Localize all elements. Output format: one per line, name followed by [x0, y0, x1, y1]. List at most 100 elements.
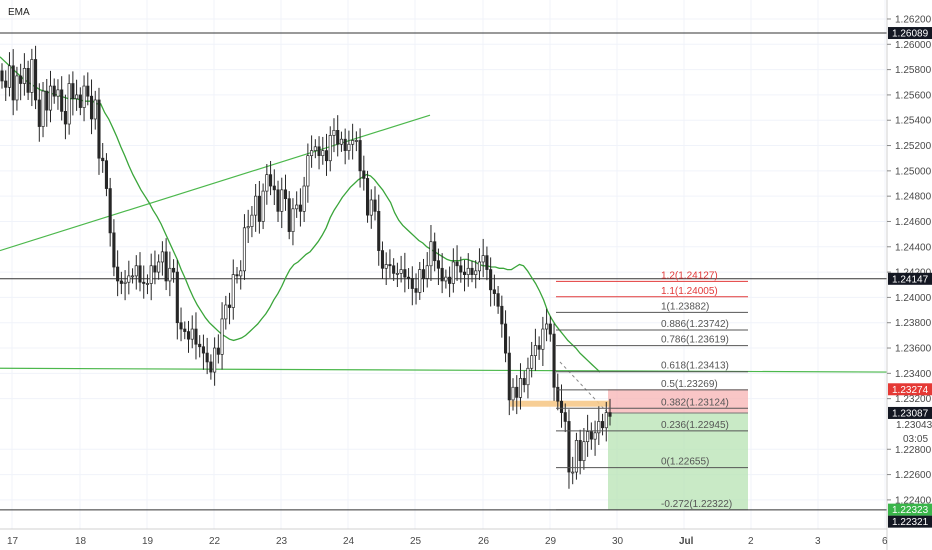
- candle-body[interactable]: [149, 265, 153, 284]
- candle-body[interactable]: [134, 265, 138, 277]
- candle-body[interactable]: [600, 421, 605, 429]
- price-box[interactable]: [888, 272, 932, 285]
- candle-body[interactable]: [71, 83, 75, 100]
- candle-body[interactable]: [477, 261, 481, 272]
- candle-body[interactable]: [104, 160, 108, 189]
- candle-body[interactable]: [101, 157, 105, 162]
- candle-body[interactable]: [0, 70, 4, 82]
- stop-loss-zone[interactable]: [608, 389, 748, 413]
- candle-body[interactable]: [63, 111, 67, 125]
- candle-body[interactable]: [511, 386, 515, 401]
- candle-body[interactable]: [60, 89, 64, 112]
- candle-body[interactable]: [56, 89, 60, 97]
- candle-body[interactable]: [571, 471, 575, 474]
- candle-body[interactable]: [30, 59, 34, 93]
- candle-body[interactable]: [365, 178, 370, 216]
- candle-body[interactable]: [310, 150, 314, 157]
- candle-body[interactable]: [119, 280, 123, 284]
- candle-body[interactable]: [403, 269, 407, 278]
- candle-body[interactable]: [392, 265, 396, 274]
- candle-body[interactable]: [313, 146, 317, 151]
- candle-body[interactable]: [500, 305, 504, 325]
- candle-body[interactable]: [425, 265, 429, 279]
- candle-body[interactable]: [369, 199, 373, 216]
- candle-body[interactable]: [317, 146, 321, 157]
- candle-body[interactable]: [526, 367, 530, 386]
- candle-body[interactable]: [533, 345, 537, 356]
- candle-body[interactable]: [574, 440, 578, 473]
- candle-body[interactable]: [283, 189, 288, 200]
- candle-body[interactable]: [485, 255, 489, 270]
- candle-body[interactable]: [324, 150, 329, 162]
- candle-body[interactable]: [362, 170, 366, 179]
- candle-body[interactable]: [589, 431, 593, 440]
- candle-body[interactable]: [567, 421, 571, 473]
- candle-body[interactable]: [168, 267, 172, 282]
- candle-body[interactable]: [37, 99, 41, 127]
- candle-body[interactable]: [545, 323, 549, 330]
- candle-body[interactable]: [201, 346, 205, 354]
- candle-body[interactable]: [108, 188, 112, 234]
- candle-body[interactable]: [522, 378, 526, 386]
- candle-body[interactable]: [127, 275, 131, 283]
- trendline[interactable]: [0, 114, 431, 252]
- candle-body[interactable]: [45, 90, 49, 111]
- candle-body[interactable]: [407, 276, 411, 279]
- candle-body[interactable]: [321, 150, 325, 157]
- candle-body[interactable]: [358, 140, 362, 172]
- candle-body[interactable]: [298, 204, 302, 212]
- price-box[interactable]: [888, 515, 932, 528]
- indicator-label[interactable]: EMA: [8, 7, 30, 18]
- candle-body[interactable]: [306, 155, 310, 187]
- candle-body[interactable]: [399, 269, 403, 274]
- candle-body[interactable]: [347, 143, 351, 151]
- candle-body[interactable]: [75, 94, 79, 100]
- take-profit-zone[interactable]: [608, 412, 748, 510]
- candle-body[interactable]: [269, 174, 273, 187]
- candle-body[interactable]: [492, 289, 496, 294]
- candle-body[interactable]: [205, 352, 209, 363]
- candle-body[interactable]: [440, 267, 444, 282]
- candle-body[interactable]: [179, 322, 183, 330]
- candle-body[interactable]: [89, 95, 94, 120]
- candle-body[interactable]: [336, 130, 340, 145]
- candle-body[interactable]: [78, 94, 82, 108]
- candle-body[interactable]: [34, 59, 38, 101]
- candle-body[interactable]: [559, 400, 564, 413]
- candle-body[interactable]: [507, 352, 511, 401]
- candle-body[interactable]: [451, 261, 455, 284]
- candle-body[interactable]: [172, 267, 176, 273]
- candle-body[interactable]: [231, 274, 235, 308]
- candle-body[interactable]: [209, 361, 213, 373]
- candle-body[interactable]: [295, 204, 299, 210]
- candle-body[interactable]: [48, 85, 53, 111]
- candle-body[interactable]: [395, 273, 399, 275]
- candle-body[interactable]: [556, 386, 560, 402]
- candle-body[interactable]: [216, 347, 220, 355]
- candle-body[interactable]: [7, 65, 12, 88]
- candle-body[interactable]: [604, 412, 608, 429]
- candle-body[interactable]: [138, 265, 142, 283]
- candle-body[interactable]: [235, 274, 239, 277]
- candle-body[interactable]: [496, 293, 500, 307]
- candle-body[interactable]: [455, 261, 459, 267]
- candle-body[interactable]: [541, 328, 545, 350]
- candle-body[interactable]: [291, 208, 295, 232]
- price-box[interactable]: [888, 383, 932, 396]
- candle-body[interactable]: [597, 421, 601, 434]
- candle-body[interactable]: [466, 267, 470, 275]
- candle-body[interactable]: [608, 412, 612, 417]
- candle-body[interactable]: [93, 99, 97, 120]
- candle-body[interactable]: [239, 270, 243, 277]
- candle-body[interactable]: [332, 130, 336, 136]
- candle-body[interactable]: [433, 241, 437, 262]
- candle-body[interactable]: [164, 251, 168, 282]
- candle-body[interactable]: [261, 190, 265, 222]
- candle-body[interactable]: [351, 140, 355, 145]
- candle-body[interactable]: [380, 250, 385, 269]
- candle-body[interactable]: [112, 232, 116, 268]
- candle-body[interactable]: [377, 210, 381, 251]
- candle-body[interactable]: [489, 269, 493, 291]
- candle-body[interactable]: [287, 198, 291, 232]
